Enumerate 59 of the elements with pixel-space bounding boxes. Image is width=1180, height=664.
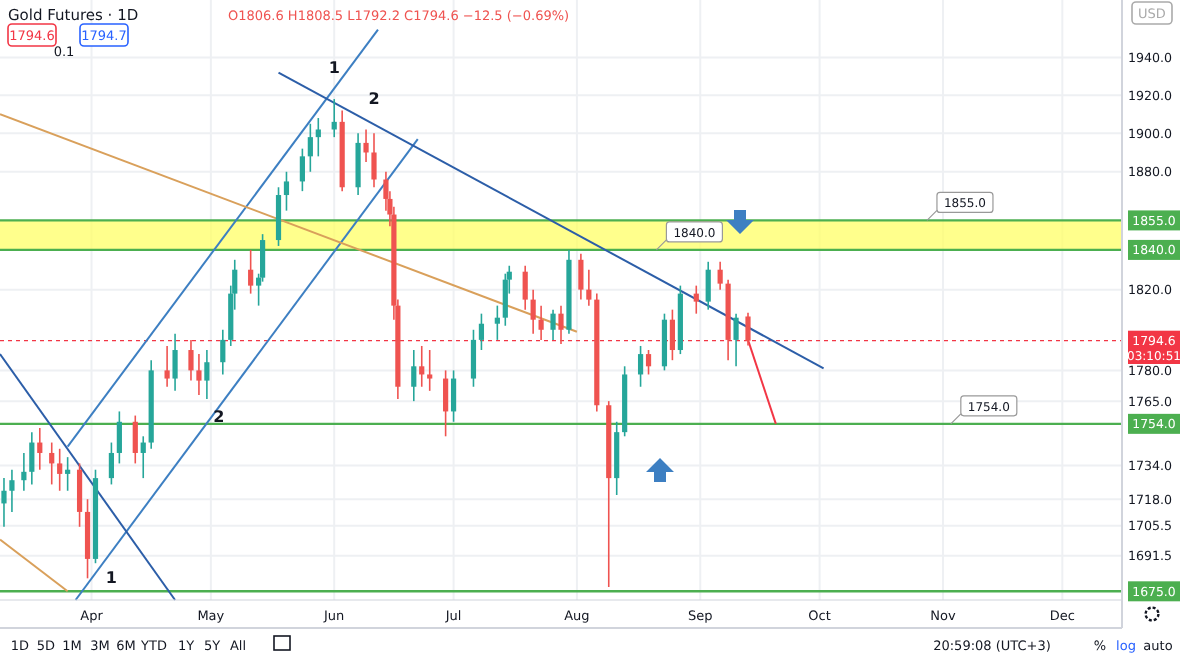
candlestick — [586, 268, 592, 307]
candlestick — [419, 345, 425, 388]
candlestick — [530, 288, 536, 335]
candlestick — [132, 414, 138, 465]
candlestick — [84, 498, 91, 580]
candlestick — [21, 452, 27, 492]
candlestick — [443, 369, 449, 438]
candlestick — [299, 147, 305, 192]
annotation: 2 — [213, 407, 225, 426]
candlestick — [1, 477, 7, 528]
candlestick — [637, 345, 644, 388]
annotation: 1 — [328, 58, 341, 77]
candlestick — [307, 122, 313, 173]
candlestick — [558, 304, 564, 345]
candlestick — [76, 462, 83, 528]
candlestick — [9, 468, 15, 513]
candlestick — [108, 441, 114, 486]
candlestick — [371, 132, 377, 189]
annotation: 2 — [368, 90, 380, 108]
candlestick — [140, 435, 146, 479]
candlestick — [502, 272, 508, 327]
candlestick — [283, 170, 290, 212]
candlestick — [315, 117, 321, 158]
candlestick — [363, 128, 369, 163]
candlestick — [57, 447, 63, 492]
candlestick — [733, 312, 739, 368]
candlestick — [49, 441, 55, 486]
candlestick — [164, 345, 170, 388]
candlestick — [220, 328, 226, 376]
annotation: 1 — [105, 568, 118, 587]
candlestick — [427, 349, 433, 392]
candlestick — [494, 304, 500, 341]
candlestick — [522, 264, 528, 311]
candlestick — [470, 328, 477, 388]
candlestick — [172, 333, 178, 392]
candlestick — [614, 420, 620, 496]
candlestick — [550, 308, 556, 341]
candlestick — [478, 312, 485, 351]
candlestick — [661, 312, 668, 372]
candlestick — [29, 431, 35, 486]
candlestick — [645, 349, 652, 376]
candlestick — [578, 253, 584, 301]
candlestick — [275, 186, 282, 247]
candlestick — [717, 260, 723, 291]
candlestick — [450, 369, 457, 423]
candlestick — [204, 349, 210, 400]
candlestick — [248, 249, 254, 295]
candlestick — [538, 304, 544, 341]
candlestick — [355, 132, 361, 196]
candlestick — [705, 260, 711, 311]
candlestick — [116, 410, 122, 465]
candlestick — [693, 284, 699, 315]
candlestick — [65, 456, 71, 492]
candlestick — [196, 353, 202, 396]
candlestick — [669, 308, 675, 361]
candlestick — [188, 339, 194, 382]
candlestick — [411, 349, 417, 402]
candlestick — [37, 427, 43, 471]
candlestick — [745, 311, 751, 347]
